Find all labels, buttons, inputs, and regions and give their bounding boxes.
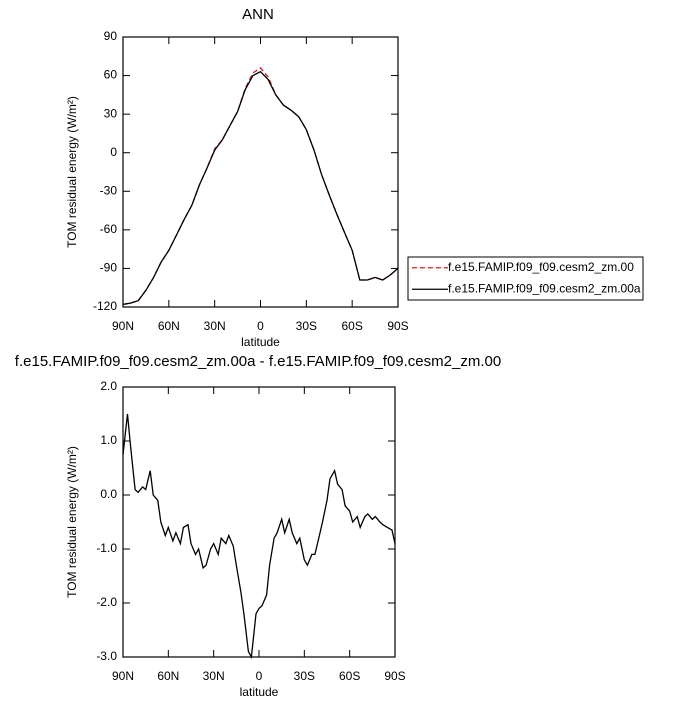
y-axis-label: TOM residual energy (W/m²) (65, 446, 79, 598)
x-tick-label: 60S (341, 319, 362, 333)
chart-title: ANN (242, 6, 274, 23)
x-tick-label: 30N (203, 669, 225, 683)
y-tick-label: 0 (110, 145, 117, 159)
x-axis-label: latitude (241, 335, 280, 349)
x-tick-label: 30S (296, 319, 317, 333)
x-tick-label: 30N (204, 319, 226, 333)
y-tick-label: 90 (104, 29, 118, 43)
x-tick-label: 0 (256, 669, 263, 683)
legend-label: f.e15.FAMIP.f09_f09.cesm2_zm.00a (448, 281, 641, 295)
y-axis-label: TOM residual energy (W/m²) (65, 96, 79, 248)
chart-title: f.e15.FAMIP.f09_f09.cesm2_zm.00a - f.e15… (15, 353, 501, 370)
data-line (122, 413, 396, 660)
y-tick-label: 0.0 (100, 487, 117, 501)
y-tick-label: -30 (100, 183, 118, 197)
x-tick-label: 90N (112, 669, 134, 683)
x-tick-label: 60N (158, 319, 180, 333)
plot-frame (122, 386, 396, 658)
x-tick-label: 90S (387, 319, 408, 333)
legend-box (407, 256, 644, 301)
x-tick-label: 30S (294, 669, 315, 683)
x-tick-label: 60N (157, 669, 179, 683)
y-tick-label: 30 (104, 106, 118, 120)
y-tick-label: -1.0 (96, 541, 117, 555)
x-tick-label: 60S (339, 669, 360, 683)
plot-frame (122, 36, 399, 308)
x-tick-label: 90N (112, 319, 134, 333)
y-tick-label: -2.0 (96, 595, 117, 609)
x-tick-label: 90S (384, 669, 405, 683)
y-tick-label: 2.0 (100, 379, 117, 393)
x-axis-label: latitude (240, 685, 279, 699)
y-tick-label: 1.0 (100, 433, 117, 447)
y-tick-label: -60 (100, 222, 118, 236)
x-tick-label: 0 (257, 319, 264, 333)
y-tick-label: -120 (93, 299, 117, 313)
y-tick-label: -90 (100, 261, 118, 275)
data-line (122, 70, 399, 306)
legend-label: f.e15.FAMIP.f09_f09.cesm2_zm.00 (448, 260, 634, 274)
y-tick-label: -3.0 (96, 649, 117, 663)
y-tick-label: 60 (104, 68, 118, 82)
